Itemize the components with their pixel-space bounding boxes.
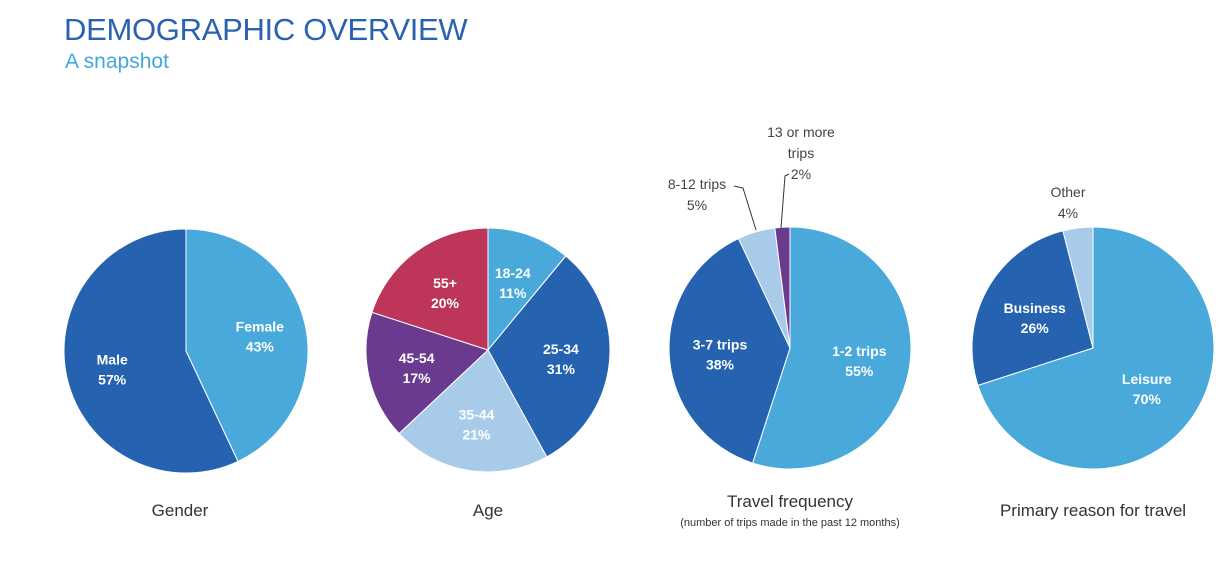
slice-label-male: Male <box>97 352 128 368</box>
pie-slice-primary-reason-for-travel-business <box>971 230 1094 387</box>
travel-frequency-chart-title: Travel frequency <box>727 492 853 511</box>
slice-label-45-54: 45-54 <box>399 350 435 366</box>
pie-slice-travel-frequency-1-2-trips <box>751 226 912 470</box>
primary-reason-chart-title: Primary reason for travel <box>1000 501 1186 520</box>
slice-label-35-44: 35-44 <box>459 406 495 422</box>
slice-value-business: 26% <box>1021 320 1050 336</box>
gender-chart-title: Gender <box>152 501 209 520</box>
slice-label-other: Other <box>1050 184 1085 200</box>
slice-value-45-54: 17% <box>403 370 432 386</box>
slice-label-3-7-trips: 3-7 trips <box>693 336 748 352</box>
slice-label-25-34: 25-34 <box>543 341 579 357</box>
slice-label-1-2-trips: 1-2 trips <box>832 343 887 359</box>
leader-line-8-12-trips <box>733 185 757 231</box>
slice-label-18-24: 18-24 <box>495 265 531 281</box>
slice-value-25-34: 31% <box>547 361 576 377</box>
slice-label-13-or-more-trips-line-1: 13 or more <box>767 124 835 140</box>
gender-pie: Female 43% Male 57% Gender <box>63 228 309 520</box>
travel-frequency-chart-subtitle: (number of trips made in the past 12 mon… <box>680 517 900 529</box>
slice-value-8-12-trips: 5% <box>687 197 707 213</box>
pie-slice-travel-frequency-3-7-trips <box>668 237 791 464</box>
pie-slice-gender-female <box>185 228 309 463</box>
slice-value-3-7-trips: 38% <box>706 356 735 372</box>
age-pie: 18-24 11% 25-34 31% 35-44 21% 45-54 17% 55+ 20% A… <box>365 227 611 520</box>
slice-label-business: Business <box>1004 300 1066 316</box>
slice-label-55: 55+ <box>433 275 457 291</box>
slice-value-1-2-trips: 55% <box>845 363 874 379</box>
slice-value-35-44: 21% <box>462 426 491 442</box>
slice-label-13-or-more-trips-line-2: trips <box>788 145 814 161</box>
slice-label-female: Female <box>236 319 284 335</box>
slice-value-55: 20% <box>431 295 460 311</box>
slice-value-male: 57% <box>98 372 127 388</box>
slice-value-other: 4% <box>1058 205 1078 221</box>
pie-slice-age-35-44 <box>398 349 548 473</box>
slice-label-leisure: Leisure <box>1122 371 1172 387</box>
slice-value-13-or-more-trips: 2% <box>791 166 811 182</box>
slice-value-leisure: 70% <box>1133 391 1162 407</box>
pie-slice-age-45-54 <box>365 311 489 435</box>
pie-slice-travel-frequency-13-or-more-trips <box>774 226 791 349</box>
pie-slice-age-18-24 <box>487 227 567 352</box>
slice-label-8-12-trips: 8-12 trips <box>668 176 726 192</box>
pie-slice-primary-reason-for-travel-leisure <box>977 226 1215 470</box>
slice-value-female: 43% <box>246 339 275 355</box>
age-chart-title: Age <box>473 501 503 520</box>
travel-frequency-pie: 1-2 trips 55% 3-7 trips 38% 8-12 trips 5% 13 o… <box>668 124 912 529</box>
leader-line-13-or-more-trips <box>780 173 790 229</box>
pie-slice-age-25-34 <box>487 255 611 458</box>
page-title: DEMOGRAPHIC OVERVIEW <box>64 12 468 47</box>
pie-slice-primary-reason-for-travel-other <box>1062 226 1094 349</box>
primary-reason-pie: Leisure 70% Business 26% Other 4% Primary rea… <box>971 184 1215 520</box>
pie-slice-age-55 <box>371 227 489 351</box>
pie-slice-gender-male <box>63 228 239 474</box>
page-subtitle: A snapshot <box>65 50 169 73</box>
slice-value-18-24: 11% <box>499 285 527 301</box>
